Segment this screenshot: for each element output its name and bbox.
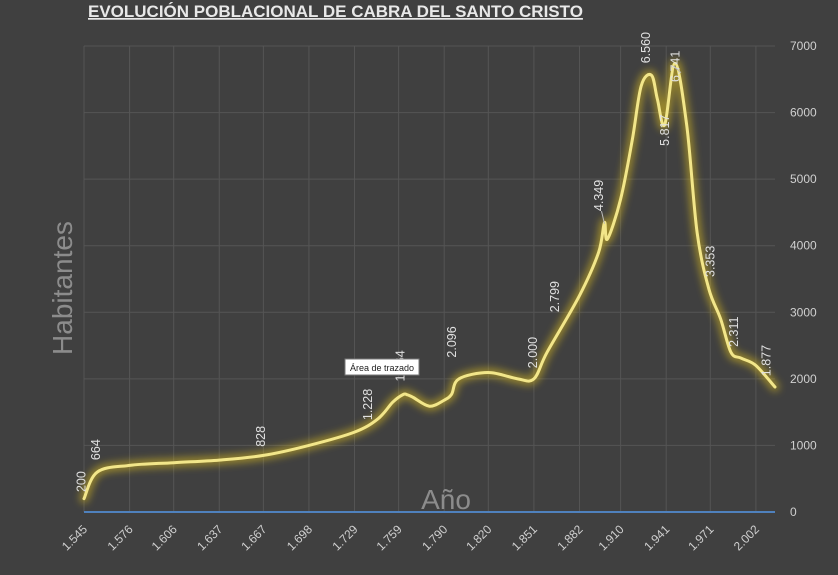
data-label: 3.353 [704, 246, 718, 277]
data-labels: 2006648281.2281.7642.0962.0002.7994.3496… [74, 32, 773, 492]
y-tick-label: 2000 [790, 372, 817, 386]
y-tick-label: 3000 [790, 305, 817, 319]
x-tick-label: 2.002 [731, 522, 762, 553]
x-tick-label: 1.545 [59, 522, 90, 553]
data-label: 2.096 [445, 326, 459, 357]
x-tick-label: 1.729 [330, 522, 361, 553]
data-label: 1.877 [760, 345, 774, 376]
y-axis-ticks: 0 1000 2000 3000 4000 5000 6000 7000 [790, 39, 817, 519]
y-tick-label: 7000 [790, 39, 817, 53]
x-tick-label: 1.667 [238, 522, 269, 553]
chart-title: EVOLUCIÓN POBLACIONAL DE CABRA DEL SANTO… [88, 2, 583, 21]
x-tick-label: 1.910 [596, 522, 627, 553]
y-tick-label: 1000 [790, 438, 817, 452]
label-leader-line [673, 65, 682, 73]
data-label: 5.817 [658, 115, 672, 146]
y-tick-label: 6000 [790, 106, 817, 120]
data-label: 2.311 [727, 317, 741, 347]
x-tick-label: 1.637 [194, 522, 225, 553]
x-tick-label: 1.606 [149, 522, 180, 553]
y-tick-label: 0 [790, 505, 797, 519]
x-tick-label: 1.759 [374, 522, 405, 553]
y-tick-label: 4000 [790, 239, 817, 253]
tooltip-box [344, 358, 420, 376]
y-axis-label: Habitantes [47, 221, 78, 355]
x-tick-label: 1.971 [685, 522, 716, 553]
tooltip-area-de-trazado: Área de trazado [344, 358, 420, 376]
x-tick-label: 1.851 [509, 522, 540, 553]
data-label: 828 [254, 426, 268, 447]
data-label: 2.000 [526, 337, 540, 368]
x-axis-label: Año [421, 484, 471, 515]
x-tick-label: 1.882 [554, 522, 585, 553]
tooltip-text: Área de trazado [350, 363, 414, 373]
data-label: 2.799 [548, 281, 562, 312]
x-tick-label: 1.820 [463, 522, 494, 553]
x-tick-label: 1.941 [641, 522, 672, 553]
data-label: 664 [89, 439, 103, 460]
x-tick-label: 1.698 [284, 522, 315, 553]
x-axis-ticks: 1.545 1.576 1.606 1.637 1.667 1.698 1.729 1.759… [59, 522, 762, 553]
x-tick-label: 1.790 [419, 522, 450, 553]
data-label: 200 [74, 471, 88, 492]
data-label: 4.349 [592, 180, 606, 211]
data-label: 6.560 [639, 32, 653, 63]
data-label: 6.741 [668, 51, 682, 82]
series-line [82, 61, 777, 501]
label-leader-line [601, 210, 605, 224]
y-tick-label: 5000 [790, 172, 817, 186]
data-label: 1.228 [361, 389, 375, 420]
x-tick-label: 1.576 [105, 522, 136, 553]
